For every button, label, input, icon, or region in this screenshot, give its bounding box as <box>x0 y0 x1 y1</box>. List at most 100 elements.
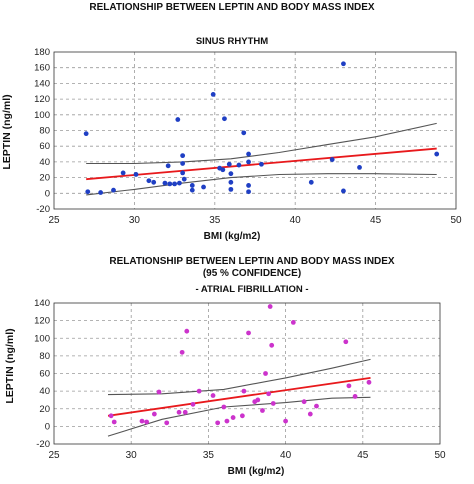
chart2-point <box>269 342 275 348</box>
chart2-point <box>241 388 247 394</box>
chart1-point <box>246 159 251 165</box>
chart2-frame <box>53 302 441 445</box>
chart2-xtick-label: 30 <box>126 450 138 461</box>
chart1-point <box>246 189 251 195</box>
chart2-regression-line <box>107 377 371 417</box>
chart2-point <box>246 330 251 336</box>
chart2-point <box>179 349 185 355</box>
chart2-point <box>108 413 114 419</box>
chart1-point <box>222 116 227 122</box>
chart1-frame <box>53 51 457 210</box>
chart2-point <box>151 411 157 417</box>
chart1-point <box>172 181 178 187</box>
chart2-ytick-label: 40 <box>39 386 50 397</box>
chart2-ci-upper <box>107 358 371 396</box>
chart2-ytick-label: 140 <box>34 298 50 309</box>
chart2-xlabel: BMI (kg/m2) <box>228 466 285 477</box>
chart1-ytick-label: -20 <box>36 204 50 215</box>
chart1-xtick-label: 35 <box>209 215 221 226</box>
chart1-point <box>181 176 187 182</box>
chart2-ylabel: LEPTIN (ng/ml) <box>4 328 16 403</box>
chart2-ytick-label: -20 <box>36 439 50 450</box>
chart1-point <box>226 161 232 167</box>
chart2-title: RELATIONSHIP BETWEEN LEPTIN AND BODY MAS… <box>109 256 395 267</box>
chart2-xtick-label: 35 <box>203 450 215 461</box>
chart1-point <box>228 186 234 192</box>
chart2-point <box>352 394 358 399</box>
chart2-xtick-label: 45 <box>357 450 369 461</box>
chart1-point <box>308 179 314 185</box>
chart2-point <box>267 304 273 309</box>
chart2-ytick-label: 0 <box>45 421 50 432</box>
chart2-xtick-label: 50 <box>434 450 446 461</box>
chart2-point <box>210 393 216 398</box>
chart2-point <box>224 418 230 424</box>
chart2-ytick-label: 100 <box>34 333 50 344</box>
chart2-point <box>307 411 313 417</box>
chart1-xtick-label: 50 <box>450 215 462 226</box>
chart1-point <box>165 163 171 169</box>
chart2-point <box>263 371 268 376</box>
chart2-ytick-label: 80 <box>39 351 50 362</box>
chart1-ytick-label: 0 <box>45 188 50 199</box>
chart1-point <box>259 161 264 167</box>
chart1-point <box>228 171 234 177</box>
chart2-point <box>230 415 236 420</box>
chart1-point <box>120 170 126 176</box>
chart1-point <box>177 180 182 186</box>
chart1-point <box>329 157 335 162</box>
chart2-ytick-label: 60 <box>39 369 50 380</box>
chart2-point <box>266 391 272 397</box>
chart2-point <box>346 383 352 389</box>
chart2-xtick-label: 40 <box>280 450 292 461</box>
chart2-subtitle: - ATRIAL FIBRILLATION - <box>195 284 308 295</box>
chart1-point <box>228 179 234 185</box>
chart2-point <box>176 409 182 415</box>
chart1-point <box>98 190 104 195</box>
chart2-ci-lower <box>107 396 371 437</box>
chart1-title: RELATIONSHIP BETWEEN LEPTIN AND BODY MAS… <box>89 2 375 13</box>
chart2-point <box>215 420 221 426</box>
chart1-point <box>151 179 157 185</box>
chart1-point <box>83 131 89 137</box>
chart2-point <box>111 419 117 425</box>
chart1-point <box>111 187 116 193</box>
chart1-point <box>246 151 251 157</box>
chart2-point <box>221 404 227 410</box>
chart1-point <box>434 151 440 157</box>
chart1-ytick-label: 40 <box>39 157 50 168</box>
chart1-ytick-label: 140 <box>34 78 50 89</box>
chart1-xtick-label: 40 <box>290 215 302 226</box>
chart2-point <box>184 328 190 334</box>
chart2-point <box>144 419 150 425</box>
chart2-plot: 25 30 35 40 45 50 -20 0 20 40 60 80 100 120 140 <box>34 298 446 461</box>
chart1-point <box>175 117 181 122</box>
chart1-ytick-label: 60 <box>39 141 50 152</box>
chart1-ytick-label: 120 <box>34 94 50 105</box>
chart2-point <box>196 388 202 394</box>
chart1-point <box>189 183 195 188</box>
chart2-point <box>190 401 196 407</box>
chart1-point <box>167 181 173 187</box>
chart1-ylabel: LEPTIN (ng/ml) <box>1 94 13 169</box>
chart1-point <box>236 162 242 168</box>
chart1-ytick-label: 160 <box>34 63 50 74</box>
chart1-ci-lower <box>86 173 437 196</box>
chart2-point <box>260 408 265 413</box>
chart1-point <box>85 189 91 195</box>
chart1-point <box>180 153 186 159</box>
chart1-xtick-label: 30 <box>129 215 141 226</box>
chart2-ytick-label: 20 <box>39 404 50 415</box>
chart1-xtick-label: 45 <box>370 215 382 226</box>
chart1-ytick-label: 80 <box>39 126 50 137</box>
chart1-point <box>201 184 206 190</box>
chart2-point <box>283 418 288 424</box>
chart2-point <box>270 401 276 406</box>
chart2-title-line2: (95 % CONFIDENCE) <box>203 268 301 279</box>
chart1-ci-upper <box>86 122 437 165</box>
chart1-xlabel: BMI (kg/m2) <box>204 231 261 242</box>
chart2-point <box>366 379 372 385</box>
chart1-point <box>162 180 168 186</box>
chart2-point <box>343 339 349 345</box>
